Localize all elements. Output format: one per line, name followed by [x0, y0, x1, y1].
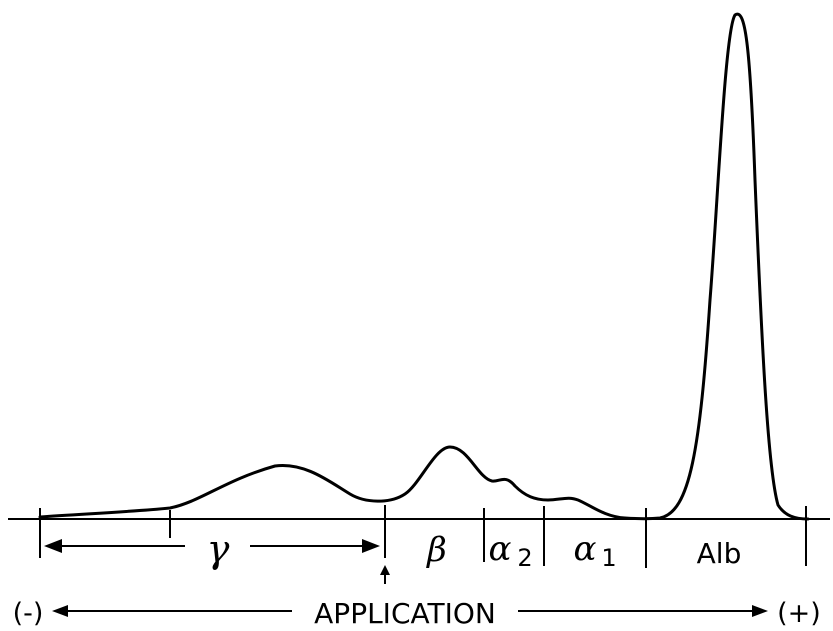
direction-arrowhead-right [752, 605, 768, 617]
application-label: APPLICATION [314, 597, 496, 630]
alpha2-subscript: 2 [517, 544, 532, 572]
alpha1-subscript: 1 [601, 544, 616, 572]
gamma-arrowhead-left [44, 539, 62, 553]
application-marker-head [380, 565, 390, 575]
direction-arrowhead-left [52, 605, 68, 617]
alpha2-label: α [489, 529, 512, 569]
protein-curve [38, 12, 810, 521]
positive-pole-label: (+) [777, 598, 821, 629]
gamma-label: γ [207, 527, 230, 571]
albumin-label: Alb [697, 537, 742, 570]
alpha1-label: α [574, 529, 597, 569]
negative-pole-label: (-) [13, 598, 44, 629]
gamma-arrowhead-right [362, 539, 380, 553]
beta-label: β [425, 530, 447, 570]
